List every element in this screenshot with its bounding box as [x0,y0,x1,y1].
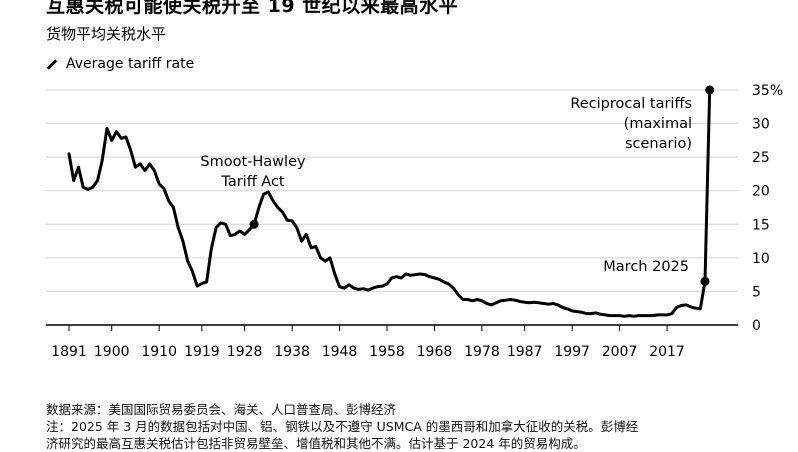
x-tick-label: 1919 [184,344,220,360]
annotation-reciprocal: scenario) [625,136,692,152]
y-tick-label: 15 [752,217,770,233]
series-line-average-tariff [67,88,712,318]
annotation-march-2025: March 2025 [603,259,689,275]
x-tick-label: 2017 [649,344,685,360]
x-tick-label: 1978 [464,344,500,360]
x-tick-label: 1938 [274,344,310,360]
highlight-point [705,85,715,95]
y-tick-label: 0 [752,318,761,334]
y-tick-label: 35% [752,83,783,99]
y-tick-label: 5 [752,284,761,300]
y-tick-label: 20 [752,184,770,200]
x-tick-label: 1968 [417,344,453,360]
x-tick-label: 1900 [94,344,130,360]
x-tick-label: 1987 [507,344,543,360]
chart-title: 互惠关税可能使关税升至 19 世纪以来最高水平 [46,0,459,17]
footer-source: 数据来源：美国国际贸易委员会、海关、人口普查局、彭博经济 [46,402,397,417]
x-tick-label: 1910 [141,344,177,360]
annotation-smoot-hawley: Smoot-Hawley [200,154,306,170]
x-tick-label: 1891 [51,344,87,360]
annotation-reciprocal: Reciprocal tariffs [570,96,692,112]
y-tick-label: 30 [752,117,770,133]
footer-note-2: 济研究的最高互惠关税估计包括非贸易壁垒、增值税和其他不满。估计基于 2024 年… [46,436,586,451]
x-tick-label: 2007 [602,344,638,360]
chart-legend: Average tariff rate [46,56,194,72]
x-tick-label: 1958 [369,344,405,360]
x-tick-label: 1948 [322,344,358,360]
y-tick-label: 25 [752,150,770,166]
highlight-point [249,219,259,229]
chart-subtitle: 货物平均关税水平 [46,25,167,43]
y-tick-label: 10 [752,251,770,267]
annotation-smoot-hawley: Tariff Act [220,174,285,190]
x-tick-label: 1928 [227,344,263,360]
footer-note-1: 注：2025 年 3 月的数据包括对中国、铝、钢铁以及不遵守 USMCA 的墨西… [46,419,639,434]
legend-label: Average tariff rate [66,56,195,72]
x-tick-label: 1997 [554,344,590,360]
annotation-reciprocal: (maximal [624,116,692,132]
highlight-point [700,276,710,286]
